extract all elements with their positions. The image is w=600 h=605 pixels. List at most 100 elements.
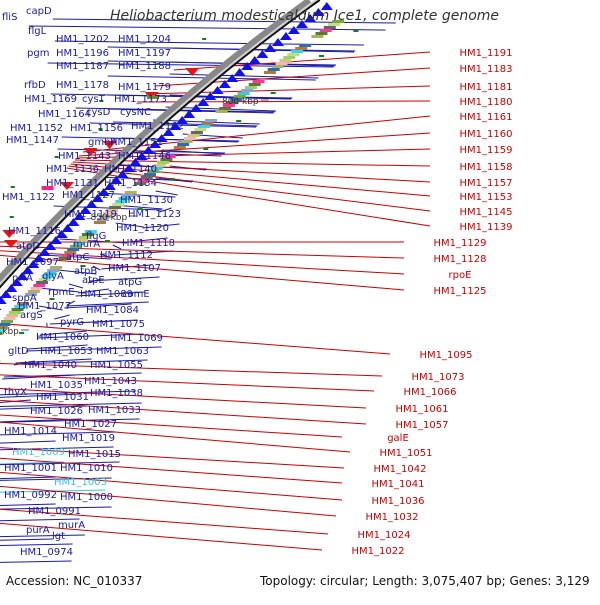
left-gene-label: HM1_1026: [30, 406, 83, 417]
left-gene-label: HM1_1060: [36, 332, 89, 343]
right-gene-label: HM1_1181: [460, 82, 513, 93]
right-gene-label: HM1_1180: [460, 97, 513, 108]
left-gene-label: atpG: [118, 277, 142, 288]
left-gene-label: HM1_1001: [4, 463, 57, 474]
left-gene-label: HM1_1178: [56, 80, 109, 91]
left-gene-label: HM1_1152: [10, 123, 63, 134]
left-gene-label: atpC: [66, 252, 89, 263]
left-gene-label: HM1_1027: [64, 419, 117, 430]
left-gene-label: HM1_1147: [6, 135, 59, 146]
feature-block: [1, 320, 13, 323]
left-gene-label: HM1_1204: [118, 34, 171, 45]
left-gene-label: atpE: [82, 275, 105, 286]
left-gene-label: prfA: [12, 273, 33, 284]
left-gene-label: pyrG: [60, 317, 84, 328]
feature-block: [316, 32, 328, 35]
feature-block: [279, 59, 291, 62]
left-gene-label: comE: [122, 289, 150, 300]
feature-block: [6, 314, 18, 317]
right-gene-label: HM1_1125: [434, 286, 487, 297]
left-gene-label: HM1_1112: [100, 250, 153, 261]
right-gene-label: rpoE: [449, 270, 472, 281]
left-gene-label: HM1_1164: [38, 109, 91, 120]
left-gene-label: HM1_1127: [62, 190, 115, 201]
feature-block: [238, 92, 250, 95]
right-gene-label: HM1_1024: [358, 530, 411, 541]
left-gene-label: HM1_1118: [122, 238, 175, 249]
ncrna-tick: [11, 186, 15, 188]
left-label-leader: [0, 539, 53, 543]
right-gene-label: HM1_1095: [420, 350, 473, 361]
feature-block: [188, 134, 200, 137]
right-gene-label: HM1_1051: [380, 448, 433, 459]
ncrna-tick: [170, 178, 175, 180]
right-gene-label: HM1_1036: [372, 496, 425, 507]
left-gene-label: HM1_1119: [64, 209, 117, 220]
feature-block: [181, 140, 193, 143]
left-gene-label: HM1_1097: [6, 257, 59, 268]
left-gene-label: HM1_1035: [30, 380, 83, 391]
right-gene-label: HM1_1032: [366, 512, 419, 523]
feature-block: [194, 128, 206, 131]
right-gene-label: HM1_1128: [434, 254, 487, 265]
right-gene-label: HM1_1145: [460, 207, 513, 218]
feature-block: [264, 71, 276, 74]
left-gene-label: HM1_1173: [114, 94, 167, 105]
left-gene-label: HM1_1031: [36, 392, 89, 403]
left-gene-label: HM1_1069: [110, 333, 163, 344]
left-gene-label: HM1_1000: [60, 492, 113, 503]
ncrna-tick: [353, 30, 358, 32]
left-label-leader: [0, 561, 72, 565]
left-gene-label: cysT: [82, 94, 106, 105]
left-gene-label: HM1_1196: [56, 48, 109, 59]
left-gene-label: HM1_1202: [56, 34, 109, 45]
feature-block: [174, 146, 186, 149]
left-gene-label: cysNC: [120, 107, 151, 118]
left-gene-label: glyA: [42, 271, 64, 282]
feature-block: [201, 122, 213, 125]
left-gene-label: HM1_1003: [54, 477, 107, 488]
genome-summary-text: Topology: circular; Length: 3,075,407 bp…: [260, 574, 590, 588]
genome-title: Heliobacterium modesticaldum Ice1, compl…: [110, 8, 600, 24]
left-gene-label: atpD: [16, 241, 40, 252]
feature-block: [205, 119, 217, 122]
feature-block: [272, 65, 284, 68]
left-gene-label: HM1_1156: [70, 123, 123, 134]
left-gene-label: argS: [20, 310, 43, 321]
feature-block: [184, 137, 196, 140]
left-gene-label: HM1_1019: [62, 433, 115, 444]
ncrna-tick: [236, 120, 241, 122]
feature-block: [283, 56, 295, 59]
right-gene-label: HM1_1158: [460, 162, 513, 173]
right-gene-label: HM1_1160: [460, 129, 513, 140]
left-gene-label: HM1_1151: [110, 137, 163, 148]
right-gene-label: HM1_1191: [460, 48, 513, 59]
ncrna-tick: [50, 298, 55, 300]
left-gene-label: murA: [73, 239, 100, 250]
left-label-leader: [113, 245, 121, 249]
left-gene-label: HM1_1130: [120, 195, 173, 206]
right-gene-label: HM1_1129: [434, 238, 487, 249]
left-gene-label: thyX: [4, 387, 27, 398]
ncrna-tick: [19, 332, 24, 334]
right-gene-label: HM1_1066: [404, 387, 457, 398]
scale-tick-label: 800 kbp: [222, 97, 259, 107]
left-gene-label: HM1_1116: [8, 226, 61, 237]
right-gene-label: HM1_1073: [412, 372, 465, 383]
left-gene-label: HM1_1197: [118, 48, 171, 59]
left-gene-label: murA: [58, 520, 85, 531]
left-gene-label: gltD: [8, 346, 29, 357]
feature-block: [268, 68, 280, 71]
left-gene-label: pgm: [27, 48, 49, 59]
left-gene-label: HM1_1123: [128, 209, 181, 220]
left-gene-label: HM1_1120: [116, 223, 169, 234]
left-gene-label: HM1_0992: [4, 490, 57, 501]
right-label-leader: [174, 52, 430, 70]
ncrna-tick: [271, 92, 276, 94]
left-gene-label: cysD: [86, 107, 111, 118]
left-gene-label: HM1_1010: [60, 463, 113, 474]
left-gene-label: HM1_0974: [20, 547, 73, 558]
left-label-leader: [0, 441, 56, 445]
left-gene-label: HM1_1063: [96, 346, 149, 357]
left-gene-label: purA: [26, 525, 50, 536]
